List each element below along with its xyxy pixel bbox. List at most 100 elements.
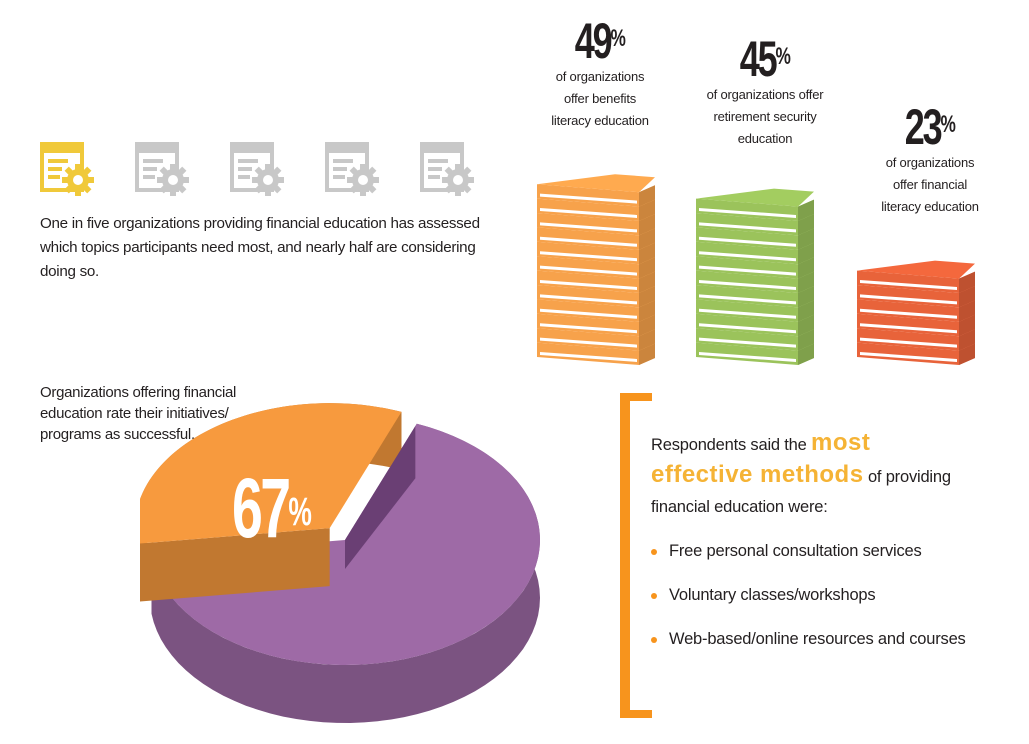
book-spine [639,300,655,322]
book-pages [699,352,796,362]
book-stack [857,260,975,365]
methods-lead: Respondents said the most effective meth… [651,428,1011,522]
pie-chart [140,403,540,723]
stat-benefits: 49% of organizations offer benefits lite… [536,16,664,132]
book-pages [540,222,637,233]
stat-financial-value: 23% [904,99,956,155]
book-pages [540,236,637,247]
book-spine [959,271,975,293]
book-stack-chart [537,174,975,365]
book-spine [639,214,655,236]
highlight-most: most [811,429,871,456]
book-spine [959,300,975,322]
book-pages [860,323,957,334]
book-pages [540,323,637,334]
book-pages [699,323,796,334]
stat-retirement-value: 45% [740,34,791,84]
stat-retirement: 45% of organizations offer retirement se… [690,34,840,150]
document-gear-icon [420,142,474,196]
pie-label: Organizations offering financial educati… [40,384,237,443]
percent-sign: % [775,43,791,70]
method-item-text: Free personal consultation services [669,542,922,560]
book-pages [540,193,637,204]
book-spine [639,329,655,351]
book-pages [540,265,637,276]
book-spine [639,228,655,250]
book-pages [860,294,957,305]
book-pages [540,352,637,362]
bullet-dot [651,549,657,555]
book-pages [540,280,637,290]
method-item: Web-based/online resources and courses [651,624,1011,654]
stat-financial-desc: of organizations offer financial literac… [881,155,979,214]
book-spine [959,314,975,337]
percent-sign: % [288,490,312,534]
stat-benefits-desc: of organizations offer benefits literacy… [551,69,649,128]
document-gear-icon [135,142,189,196]
document-gear-icon [325,142,379,196]
book-spine [959,286,975,308]
lead-text-after: of providing financial education were: [651,468,951,516]
percent-sign: % [610,25,626,52]
methods-list: Free personal consultation services Volun… [651,536,1011,654]
book-spine [639,343,655,365]
book-stack-top [696,188,814,207]
bracket-shape [620,393,652,718]
book-pages [699,251,796,262]
book-spine [959,329,975,351]
book-pages [860,352,957,362]
bullet-dot [651,637,657,643]
orange-bracket [620,393,652,718]
book-spine [639,271,655,293]
book-pages [860,308,957,319]
pie-value-label: 67% [232,466,312,550]
book-spine [798,286,814,308]
book-spine [639,185,655,207]
book-pages [540,208,637,218]
book-spine [798,199,814,221]
book-spine [639,257,655,279]
percent-sign: % [940,111,956,138]
book-pages [699,236,796,247]
book-spine [798,329,814,351]
book-pages [540,308,637,319]
book-pages [699,294,796,305]
book-spine [639,242,655,265]
book-pages [860,337,957,348]
book-spine [798,242,814,265]
pie-slice-top [140,403,402,544]
book-spine [798,214,814,236]
intro-text: One in five organizations providing fina… [40,215,480,280]
value-label: 23% [904,99,956,155]
bullet-dot [651,593,657,599]
book-spine [639,199,655,221]
book-spine [798,228,814,250]
icon-row [38,140,498,200]
book-pages [699,265,796,276]
stat-benefits-value: 49% [574,13,626,69]
book-pages [699,222,796,233]
book-spine [798,314,814,337]
stat-retirement-desc: of organizations offer retirement securi… [706,87,824,146]
book-pages [699,337,796,348]
book-pages [540,294,637,305]
book-pages [699,308,796,319]
book-pages [699,280,796,290]
methods-panel: Respondents said the most effective meth… [651,428,1011,668]
pie-slice [140,403,402,602]
value-label: 49% [574,13,626,69]
pie-value-text: 67% [232,461,312,555]
book-stack [537,174,655,365]
document-gear-icon [230,142,284,196]
book-pages [699,208,796,218]
book-spine [798,300,814,322]
lead-text: Respondents said the [651,436,811,454]
book-spine [798,257,814,279]
book-pages [540,251,637,262]
book-spine [798,271,814,293]
method-item: Voluntary classes/workshops [651,580,1011,610]
book-spine [959,343,975,365]
book-spine [798,343,814,365]
pie-slice-cut [140,528,330,602]
method-item-text: Voluntary classes/workshops [669,586,876,604]
